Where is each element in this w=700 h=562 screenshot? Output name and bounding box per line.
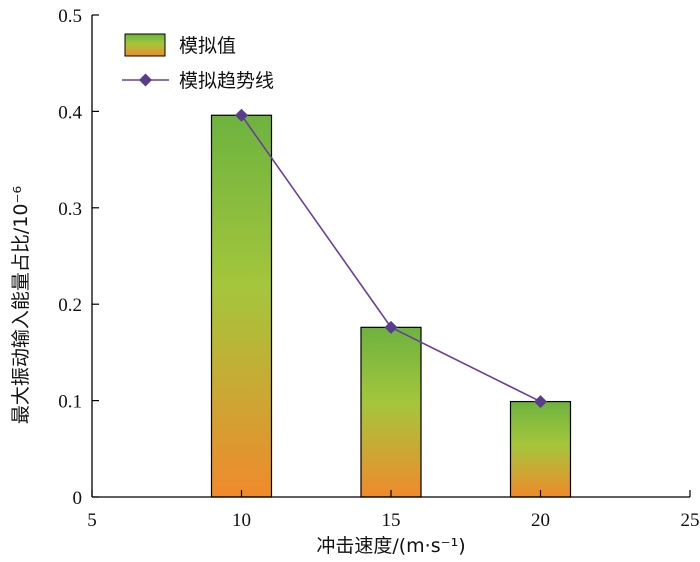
plot-area: 0 0.1 0.2 0.3 0.4 0.5 5 10 15 20 25: [58, 6, 699, 531]
x-tick-label: 15: [382, 510, 401, 531]
bar-15: [360, 326, 422, 498]
y-tick-label: 0.4: [58, 102, 82, 123]
y-tick-label: 0.5: [58, 6, 82, 27]
bar-20: [509, 400, 572, 498]
y-axis-title: 最大振动输入能量占比/10⁻⁶: [10, 186, 32, 424]
legend-marker-icon: [139, 73, 152, 87]
x-tick-label: 10: [232, 510, 251, 531]
legend-label-trend: 模拟趋势线: [179, 70, 274, 92]
trend-marker-10: [235, 108, 248, 122]
y-tick-label: 0.3: [58, 199, 82, 220]
y-tick-label: 0: [73, 488, 83, 509]
legend: 模拟值 模拟趋势线: [122, 33, 274, 92]
x-tick-label: 20: [531, 510, 550, 531]
trend-marker-15: [384, 320, 398, 334]
x-tick-label: 5: [87, 510, 97, 531]
y-tick-label: 0.2: [58, 295, 82, 316]
trend-marker-20: [534, 395, 547, 409]
legend-label-bars: 模拟值: [179, 35, 236, 57]
bar-10: [210, 114, 273, 498]
y-tick-label: 0.1: [58, 392, 82, 413]
legend-bar-swatch: [124, 33, 166, 57]
x-tick-label: 25: [681, 510, 700, 531]
x-axis-title: 冲击速度/(m·s⁻¹): [316, 535, 465, 557]
